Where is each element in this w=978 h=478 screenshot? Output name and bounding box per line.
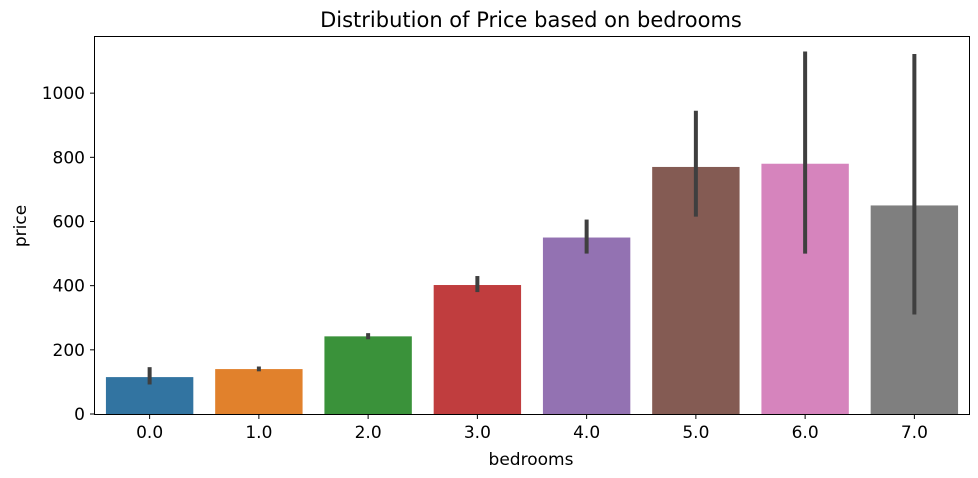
error-bars-group xyxy=(147,51,917,385)
x-tick-label-6.0: 6.0 xyxy=(792,423,819,443)
x-tick-label-0.0: 0.0 xyxy=(136,423,163,443)
y-axis-label: price xyxy=(11,205,31,247)
y-axis: 0 200 400 600 800 1000 xyxy=(42,84,95,425)
y-tick-label-1000: 1000 xyxy=(42,84,85,104)
y-tick-label-0: 0 xyxy=(74,405,85,425)
chart-title: Distribution of Price based on bedrooms xyxy=(320,8,742,32)
bar-3.0 xyxy=(433,285,522,414)
x-axis-label: bedrooms xyxy=(489,450,574,470)
bar-1.0 xyxy=(215,369,303,414)
x-tick-label-1.0: 1.0 xyxy=(245,423,272,443)
y-tick-label-800: 800 xyxy=(53,148,85,168)
x-axis: 0.0 1.0 2.0 3.0 4.0 5.0 6.0 7.0 xyxy=(136,414,928,443)
bars-group xyxy=(105,163,959,414)
x-tick-label-3.0: 3.0 xyxy=(464,423,491,443)
x-tick-label-2.0: 2.0 xyxy=(355,423,382,443)
bar-2.0 xyxy=(324,336,412,414)
y-tick-label-400: 400 xyxy=(53,277,85,297)
bar-4.0 xyxy=(542,237,631,414)
y-tick-label-600: 600 xyxy=(53,212,85,232)
plot-frame xyxy=(94,36,970,415)
y-tick-label-200: 200 xyxy=(53,341,85,361)
x-tick-label-5.0: 5.0 xyxy=(682,423,709,443)
x-tick-label-7.0: 7.0 xyxy=(901,423,928,443)
x-tick-label-4.0: 4.0 xyxy=(573,423,600,443)
